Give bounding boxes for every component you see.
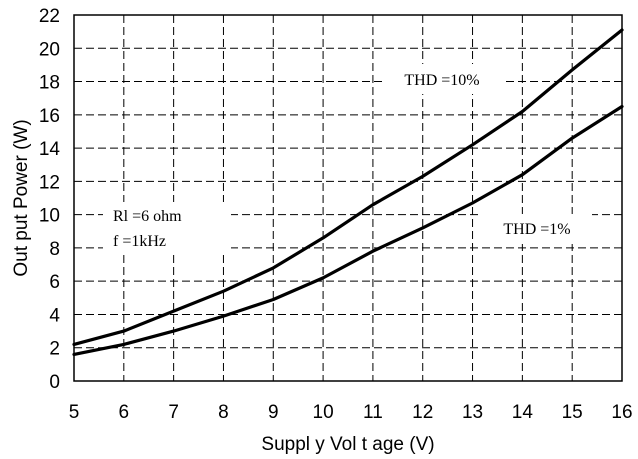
thd-1pct-line (72, 104, 624, 356)
thd-10pct-line (72, 28, 624, 346)
y-tick-label: 10 (39, 206, 60, 227)
y-tick-label: 6 (49, 272, 60, 293)
x-tick-label: 15 (562, 402, 583, 423)
y-tick-label: 16 (39, 106, 60, 127)
x-tick-label: 6 (119, 402, 130, 423)
x-tick-label: 13 (462, 402, 483, 423)
tick-layer: 5 6 7 8 9 10 11 12 13 14 15 16 0 2 4 6 8 10 12 14 16 18 20 22 (39, 6, 633, 423)
y-tick-label: 12 (39, 172, 60, 193)
condition-load-label: Rl =6 ohm (113, 208, 182, 225)
plot-frame (73, 14, 623, 382)
thd10-label-bg (382, 64, 502, 94)
condition-frequency-label: f =1kHz (113, 233, 166, 250)
grid-layer (74, 15, 622, 381)
x-tick-label: 12 (412, 402, 433, 423)
y-tick-label: 8 (49, 239, 60, 260)
series-label-thd1: THD =1% (503, 221, 570, 238)
y-tick-label: 4 (49, 305, 60, 326)
label-layer: THD =10% THD =1% Rl =6 ohm f =1kHz (103, 64, 592, 252)
x-tick-label: 9 (268, 402, 279, 423)
x-tick-label: 16 (611, 402, 632, 423)
x-tick-label: 14 (512, 402, 534, 423)
y-tick-label: 18 (39, 73, 60, 94)
conditions-label-bg (103, 202, 231, 252)
series-label-thd10: THD =10% (404, 72, 479, 89)
y-tick-label: 22 (39, 6, 60, 27)
series-layer (72, 28, 624, 356)
y-tick-label: 2 (49, 339, 60, 360)
x-tick-label: 5 (69, 402, 80, 423)
thd1-label-bg (482, 214, 592, 244)
y-tick-label: 14 (39, 139, 61, 160)
x-tick-label: 11 (363, 402, 383, 423)
x-tick-label: 7 (168, 402, 179, 423)
x-axis-title: Suppl y Vol t age (V) (261, 434, 434, 455)
y-tick-label: 0 (49, 372, 60, 393)
y-tick-label: 20 (39, 39, 60, 60)
x-tick-label: 10 (313, 402, 334, 423)
y-axis-title: Out put Power (W) (11, 119, 32, 276)
x-tick-label: 8 (218, 402, 229, 423)
